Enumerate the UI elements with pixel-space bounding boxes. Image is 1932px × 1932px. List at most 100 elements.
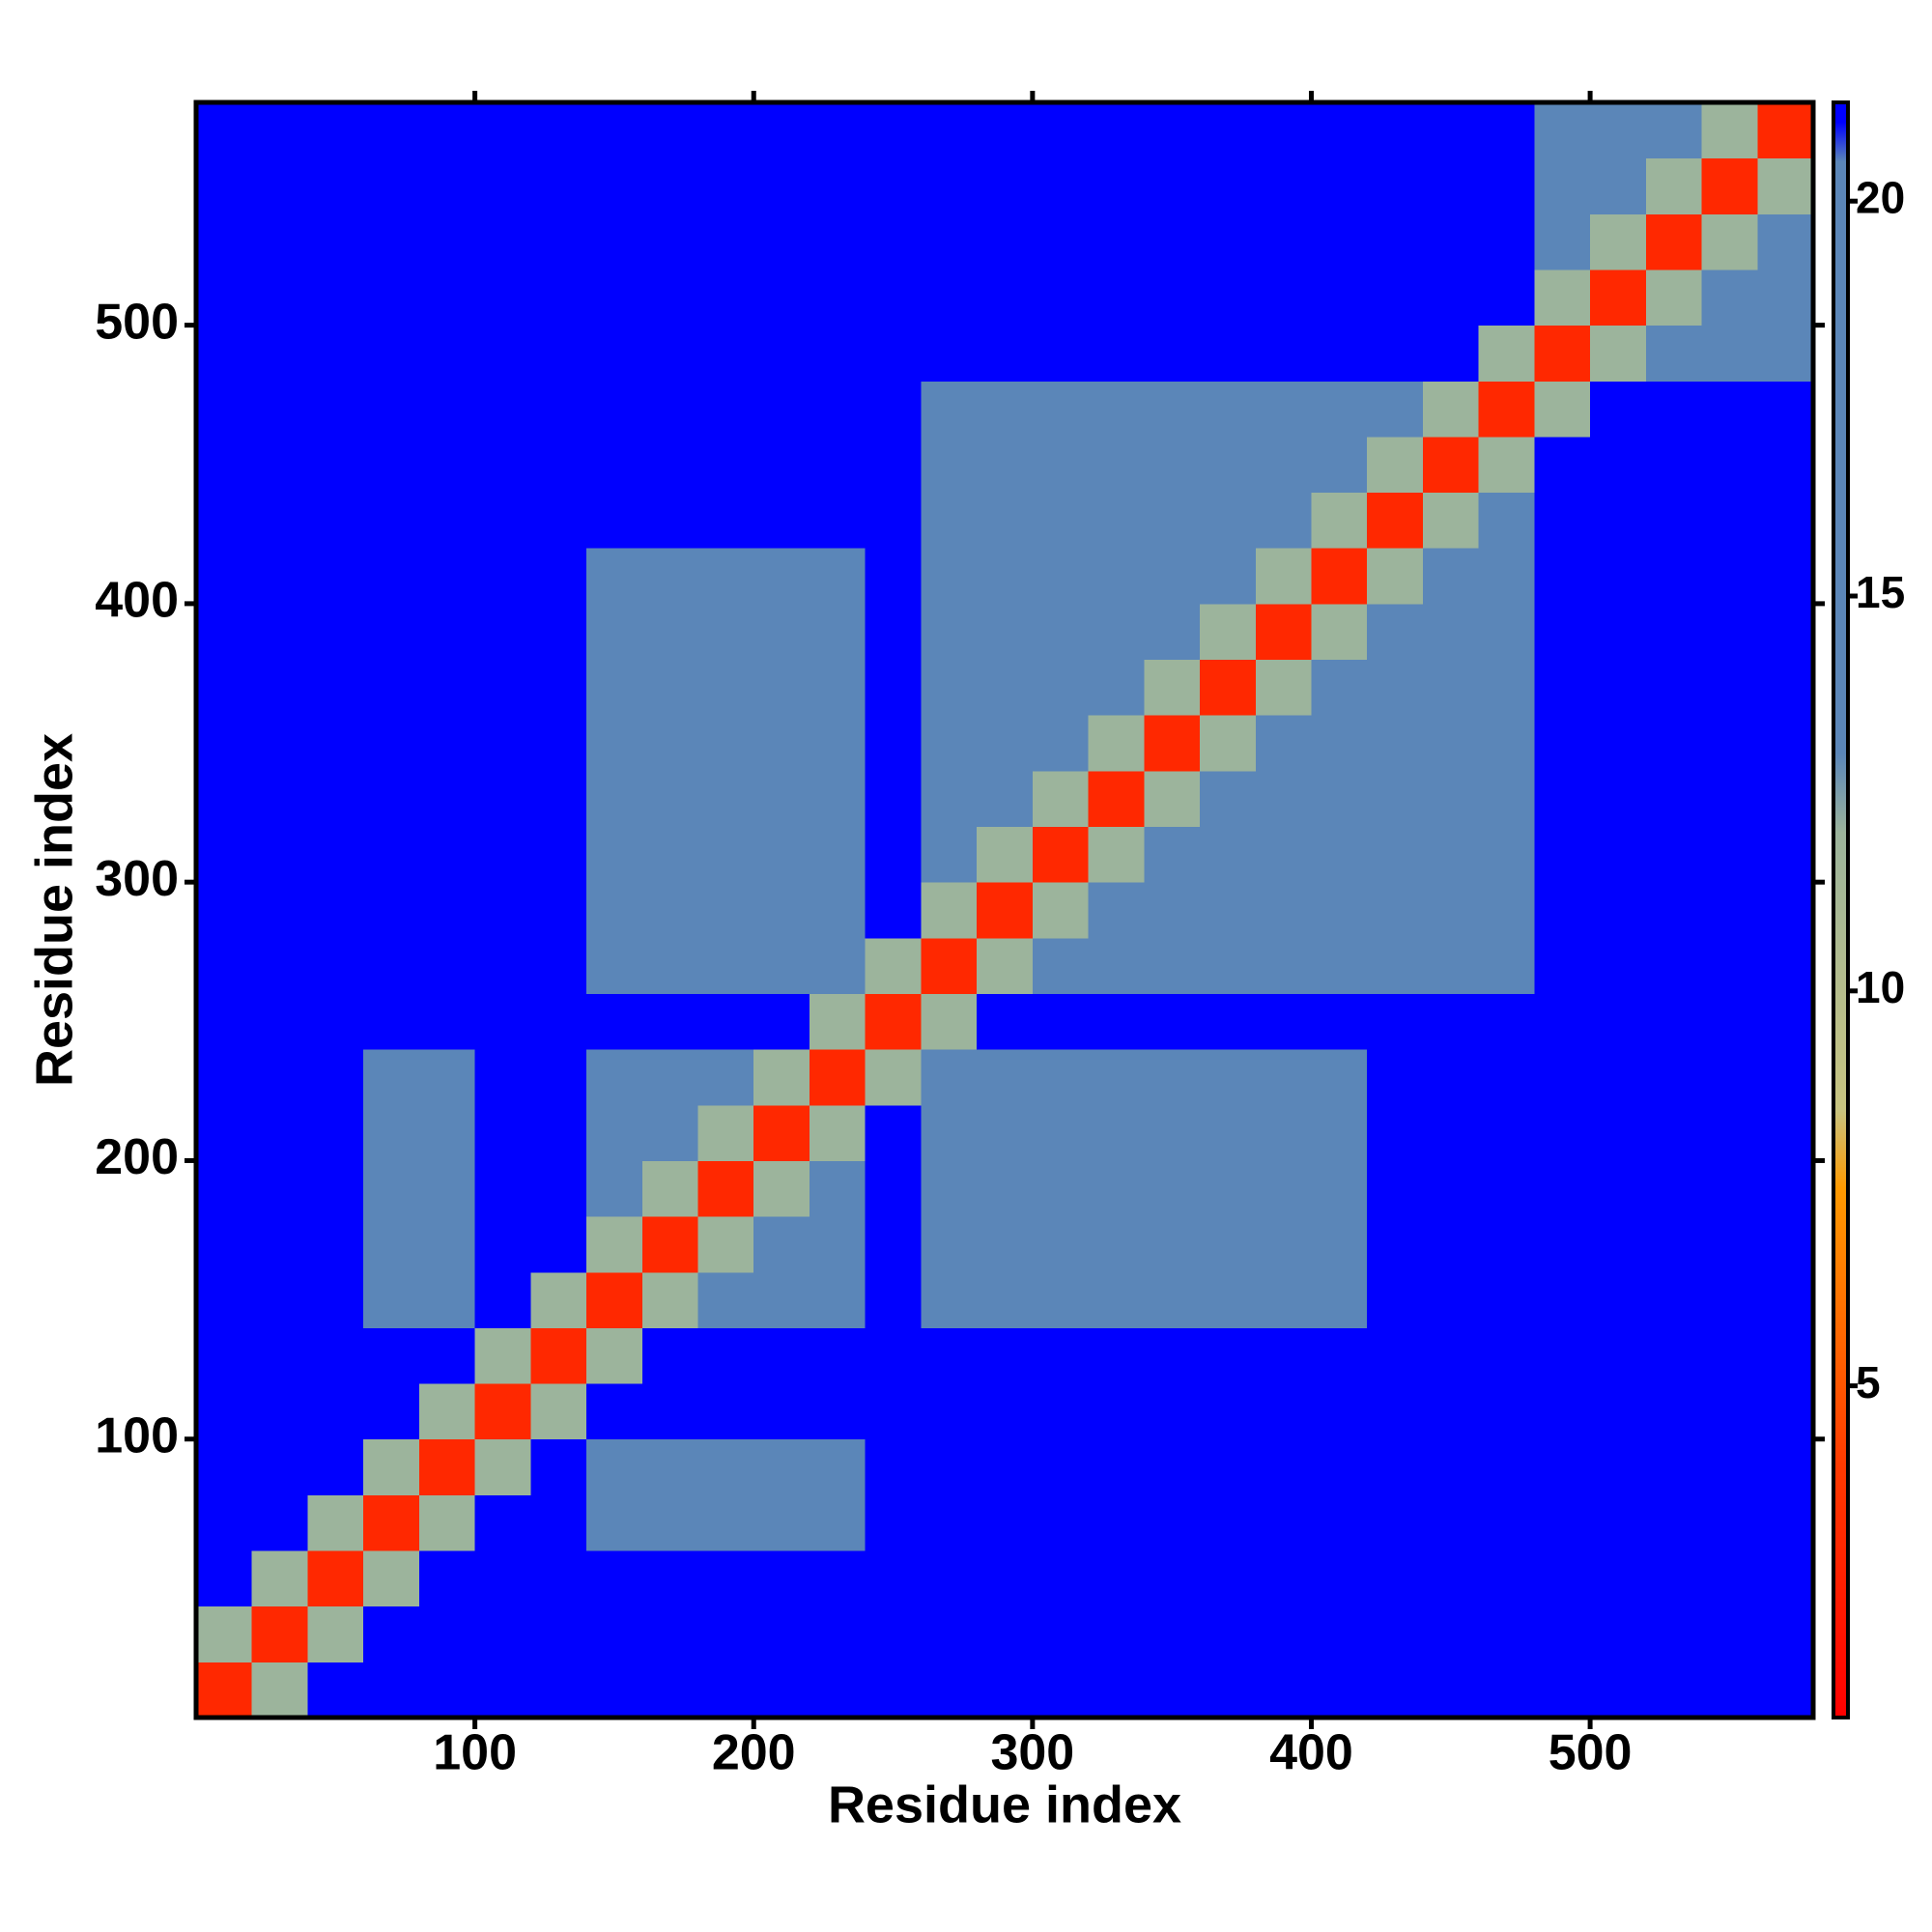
heatmap-cell bbox=[1422, 1104, 1480, 1161]
heatmap-cell bbox=[1311, 269, 1368, 327]
heatmap-cell bbox=[1534, 1494, 1591, 1551]
heatmap-cell bbox=[1701, 102, 1758, 159]
heatmap-cell bbox=[1590, 492, 1647, 549]
heatmap-cell bbox=[196, 659, 253, 716]
heatmap-cell bbox=[1088, 603, 1145, 661]
heatmap-cell bbox=[1757, 659, 1814, 716]
heatmap-cell bbox=[586, 882, 643, 939]
heatmap-cell bbox=[418, 937, 476, 994]
heatmap-cell bbox=[418, 1049, 476, 1106]
heatmap-cell bbox=[753, 937, 810, 994]
heatmap-cell bbox=[753, 381, 810, 438]
heatmap-cell bbox=[809, 157, 867, 214]
heatmap-cell bbox=[1088, 157, 1145, 214]
y-axis-title: Residue index bbox=[25, 733, 83, 1087]
heatmap-cell bbox=[1478, 1216, 1535, 1273]
heatmap-cell bbox=[1200, 1104, 1257, 1161]
heatmap-cell bbox=[251, 1216, 308, 1273]
heatmap-cell bbox=[977, 937, 1034, 994]
heatmap-cell bbox=[1757, 1605, 1814, 1662]
heatmap-cell bbox=[809, 659, 867, 716]
heatmap-cell bbox=[1200, 826, 1257, 883]
heatmap-cell bbox=[1757, 993, 1814, 1050]
heatmap-cell bbox=[1367, 269, 1424, 327]
heatmap-cell bbox=[1534, 603, 1591, 661]
heatmap-cell bbox=[1645, 993, 1703, 1050]
heatmap-cell bbox=[1645, 882, 1703, 939]
heatmap-cell bbox=[586, 1550, 643, 1607]
heatmap-cell bbox=[1701, 715, 1758, 772]
heatmap-cell bbox=[196, 1494, 253, 1551]
heatmap-cell bbox=[809, 937, 867, 994]
heatmap-cell bbox=[251, 937, 308, 994]
heatmap-cell bbox=[1701, 436, 1758, 494]
heatmap-cell bbox=[1255, 603, 1312, 661]
heatmap-cell bbox=[697, 770, 754, 828]
heatmap-cell bbox=[1422, 1550, 1480, 1607]
heatmap-cell bbox=[1478, 436, 1535, 494]
heatmap-cell bbox=[530, 1605, 587, 1662]
heatmap-cell bbox=[1311, 993, 1368, 1050]
heatmap-cell bbox=[307, 1104, 364, 1161]
heatmap-cell bbox=[1088, 770, 1145, 828]
heatmap-cell bbox=[474, 436, 531, 494]
heatmap-cell bbox=[809, 1605, 867, 1662]
heatmap-cell bbox=[1645, 1550, 1703, 1607]
heatmap-cell bbox=[251, 1550, 308, 1607]
heatmap-cell bbox=[1032, 1550, 1090, 1607]
heatmap-cell bbox=[1478, 882, 1535, 939]
colorbar-tick-label: 20 bbox=[1856, 172, 1905, 222]
heatmap-cell bbox=[641, 882, 699, 939]
heatmap-cell bbox=[418, 102, 476, 159]
heatmap-cell bbox=[921, 548, 978, 605]
heatmap-cell bbox=[1032, 1271, 1090, 1328]
heatmap-cell bbox=[1590, 1550, 1647, 1607]
heatmap-cell bbox=[474, 325, 531, 382]
heatmap-cell bbox=[1255, 1049, 1312, 1106]
heatmap-cell bbox=[307, 1605, 364, 1662]
heatmap-cell bbox=[921, 1550, 978, 1607]
heatmap-cell bbox=[1757, 1160, 1814, 1217]
heatmap-cell bbox=[251, 1327, 308, 1384]
heatmap-cell bbox=[307, 213, 364, 270]
heatmap-cell bbox=[921, 993, 978, 1050]
heatmap-cell bbox=[809, 603, 867, 661]
heatmap-cell bbox=[1757, 1271, 1814, 1328]
heatmap-cell bbox=[1255, 770, 1312, 828]
heatmap-cell bbox=[753, 1327, 810, 1384]
heatmap-cell bbox=[1144, 1049, 1201, 1106]
heatmap-cell bbox=[1590, 1160, 1647, 1217]
heatmap-cell bbox=[1088, 1160, 1145, 1217]
heatmap-cell bbox=[1422, 659, 1480, 716]
heatmap-cell bbox=[1422, 269, 1480, 327]
heatmap-cell bbox=[1422, 1383, 1480, 1440]
heatmap-cell bbox=[1534, 269, 1591, 327]
heatmap-cell bbox=[1422, 325, 1480, 382]
heatmap-cell bbox=[865, 213, 922, 270]
heatmap-cell bbox=[1032, 492, 1090, 549]
x-tick-label: 200 bbox=[712, 1725, 796, 1781]
heatmap-cell bbox=[641, 1271, 699, 1328]
heatmap-cell bbox=[921, 1271, 978, 1328]
heatmap-cell bbox=[1590, 436, 1647, 494]
heatmap-cell bbox=[809, 1049, 867, 1106]
heatmap-cell bbox=[809, 1383, 867, 1440]
heatmap-cell bbox=[251, 1271, 308, 1328]
heatmap-cell bbox=[809, 1104, 867, 1161]
heatmap-cell bbox=[1757, 1216, 1814, 1273]
heatmap-cell bbox=[363, 1327, 420, 1384]
heatmap-cell bbox=[196, 213, 253, 270]
heatmap-cell bbox=[641, 1327, 699, 1384]
heatmap-cell bbox=[1757, 937, 1814, 994]
y-tick-label: 500 bbox=[95, 294, 179, 350]
heatmap-cell bbox=[1422, 993, 1480, 1050]
heatmap-cell bbox=[1088, 325, 1145, 382]
heatmap-cell bbox=[1422, 1271, 1480, 1328]
heatmap-cell bbox=[809, 436, 867, 494]
heatmap-cell bbox=[586, 770, 643, 828]
heatmap-cell bbox=[474, 1662, 531, 1719]
heatmap-cell bbox=[865, 1662, 922, 1719]
heatmap-cell bbox=[363, 548, 420, 605]
heatmap-cell bbox=[474, 715, 531, 772]
heatmap-cell bbox=[474, 1271, 531, 1328]
